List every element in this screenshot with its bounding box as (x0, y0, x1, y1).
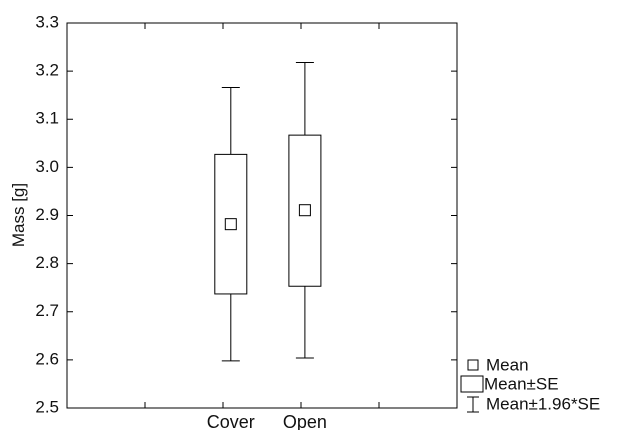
y-tick-label: 2.6 (35, 349, 59, 368)
y-tick-label: 2.8 (35, 253, 59, 272)
mean-marker-cover (224, 218, 237, 231)
plot-frame (66, 22, 458, 409)
y-tick-label: 2.7 (35, 301, 59, 320)
legend-mean-label: Mean (486, 355, 529, 374)
y-tick-label: 2.5 (35, 397, 59, 416)
legend-se-icon (460, 375, 484, 393)
y-tick-label: 3.2 (35, 61, 59, 80)
mean-marker-open (298, 204, 311, 217)
x-tick-label-cover: Cover (207, 412, 255, 430)
legend-ci-label: Mean±1.96*SE (486, 394, 600, 413)
legend-mean-icon (467, 359, 479, 371)
y-ticks: 2.5 2.6 2.7 2.8 2.9 3.0 3.1 3.2 3.3 (35, 12, 457, 416)
x-ticks: Cover Open (144, 23, 380, 430)
y-axis-label: Mass [g] (9, 183, 28, 247)
y-tick-label: 3.3 (35, 12, 59, 31)
y-tick-label: 2.9 (35, 205, 59, 224)
plot-area (214, 61, 322, 362)
legend-se-label: Mean±SE (484, 374, 559, 393)
x-tick-label-open: Open (283, 412, 327, 430)
y-tick-label: 3.0 (35, 157, 59, 176)
y-tick-label: 3.1 (35, 109, 59, 128)
